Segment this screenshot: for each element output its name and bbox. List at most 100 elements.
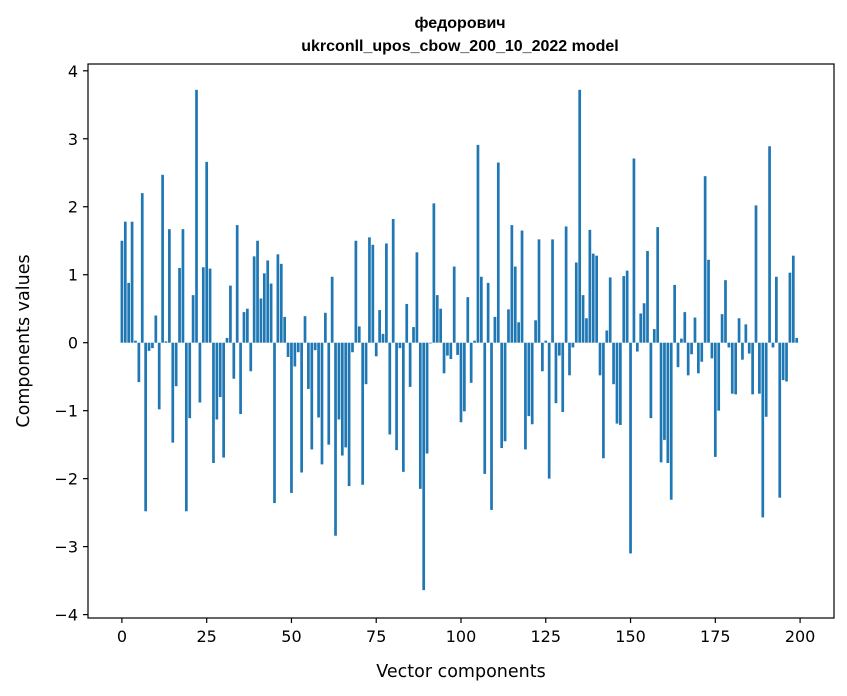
bar	[408, 342, 412, 387]
y-axis-ticks: −4 −3 −2 −1 0 1 2 3 4	[54, 62, 88, 625]
bar	[754, 205, 758, 343]
bar	[612, 342, 615, 385]
bar	[676, 342, 680, 368]
bar	[483, 342, 487, 474]
bar	[727, 342, 731, 348]
bar	[730, 342, 734, 394]
bar	[758, 342, 761, 394]
bar	[747, 342, 751, 354]
y-tick-label: 1	[68, 266, 78, 285]
bar	[123, 221, 127, 343]
bar	[713, 342, 717, 457]
bar	[700, 342, 704, 362]
bar	[385, 243, 388, 343]
bar	[418, 342, 422, 489]
bar	[564, 226, 568, 343]
bar	[225, 337, 229, 343]
bar	[347, 342, 351, 487]
bar	[591, 253, 595, 343]
bar	[195, 89, 198, 343]
bar	[473, 340, 476, 343]
chart-title-line2: ukrconll_upos_cbow_200_10_2022 model	[301, 38, 618, 55]
y-tick-label: 2	[68, 198, 78, 217]
bar	[429, 342, 432, 344]
bar	[734, 342, 738, 395]
bar	[608, 277, 612, 343]
bar	[415, 252, 419, 343]
bar	[476, 144, 480, 343]
bar	[201, 267, 205, 343]
x-tick-label: 25	[197, 627, 217, 646]
bar	[368, 237, 371, 343]
bar	[374, 342, 378, 357]
bar	[666, 342, 670, 464]
bar	[503, 342, 507, 442]
bar	[561, 342, 565, 413]
y-tick-label: −3	[54, 538, 78, 557]
bar	[588, 229, 592, 343]
bar	[161, 174, 164, 343]
bar	[171, 342, 175, 443]
bar	[134, 340, 137, 343]
bar	[669, 342, 673, 500]
bar	[242, 312, 246, 343]
bar	[320, 342, 324, 465]
bar	[530, 342, 534, 425]
bar	[168, 229, 171, 343]
bar	[120, 240, 124, 343]
bar	[490, 342, 493, 510]
bar	[693, 317, 697, 343]
bar	[361, 342, 365, 485]
bar	[493, 316, 497, 343]
bar	[296, 342, 300, 353]
bar	[276, 254, 280, 343]
bar	[371, 244, 375, 343]
bar	[557, 342, 561, 356]
bar	[442, 342, 446, 374]
bar	[252, 256, 256, 343]
bar	[656, 227, 660, 343]
bar	[574, 262, 578, 343]
bar	[537, 239, 541, 343]
x-tick-label: 0	[117, 627, 127, 646]
bar	[164, 341, 168, 343]
bar	[378, 310, 381, 343]
x-tick-label: 125	[530, 627, 561, 646]
bar	[435, 295, 439, 343]
bar	[517, 322, 520, 343]
bar	[222, 342, 225, 458]
bar	[463, 342, 466, 412]
bar	[439, 308, 443, 343]
bar	[771, 342, 775, 348]
bar	[229, 285, 232, 343]
bar	[751, 342, 754, 395]
x-tick-label: 200	[785, 627, 816, 646]
bar	[581, 295, 585, 343]
bar	[395, 342, 398, 451]
bar	[184, 342, 188, 512]
bar	[466, 297, 470, 343]
bar	[646, 250, 649, 343]
bar	[137, 342, 141, 383]
x-axis-ticks: 0 25 50 75 100 125 150 175 200	[117, 618, 816, 646]
bar	[405, 303, 409, 343]
bar	[686, 342, 690, 376]
bar	[785, 342, 788, 382]
x-tick-label: 75	[366, 627, 386, 646]
bar	[286, 342, 290, 357]
x-tick-label: 150	[615, 627, 646, 646]
bar	[154, 315, 158, 343]
bar	[761, 342, 765, 518]
bar	[205, 161, 209, 343]
bar	[622, 276, 626, 343]
bar	[381, 333, 385, 343]
bar	[330, 276, 334, 343]
bar	[432, 203, 436, 343]
bar	[707, 259, 710, 343]
bar	[795, 337, 799, 343]
bar	[144, 342, 147, 512]
bar	[703, 176, 707, 343]
bar	[496, 162, 500, 343]
bar	[788, 272, 792, 343]
